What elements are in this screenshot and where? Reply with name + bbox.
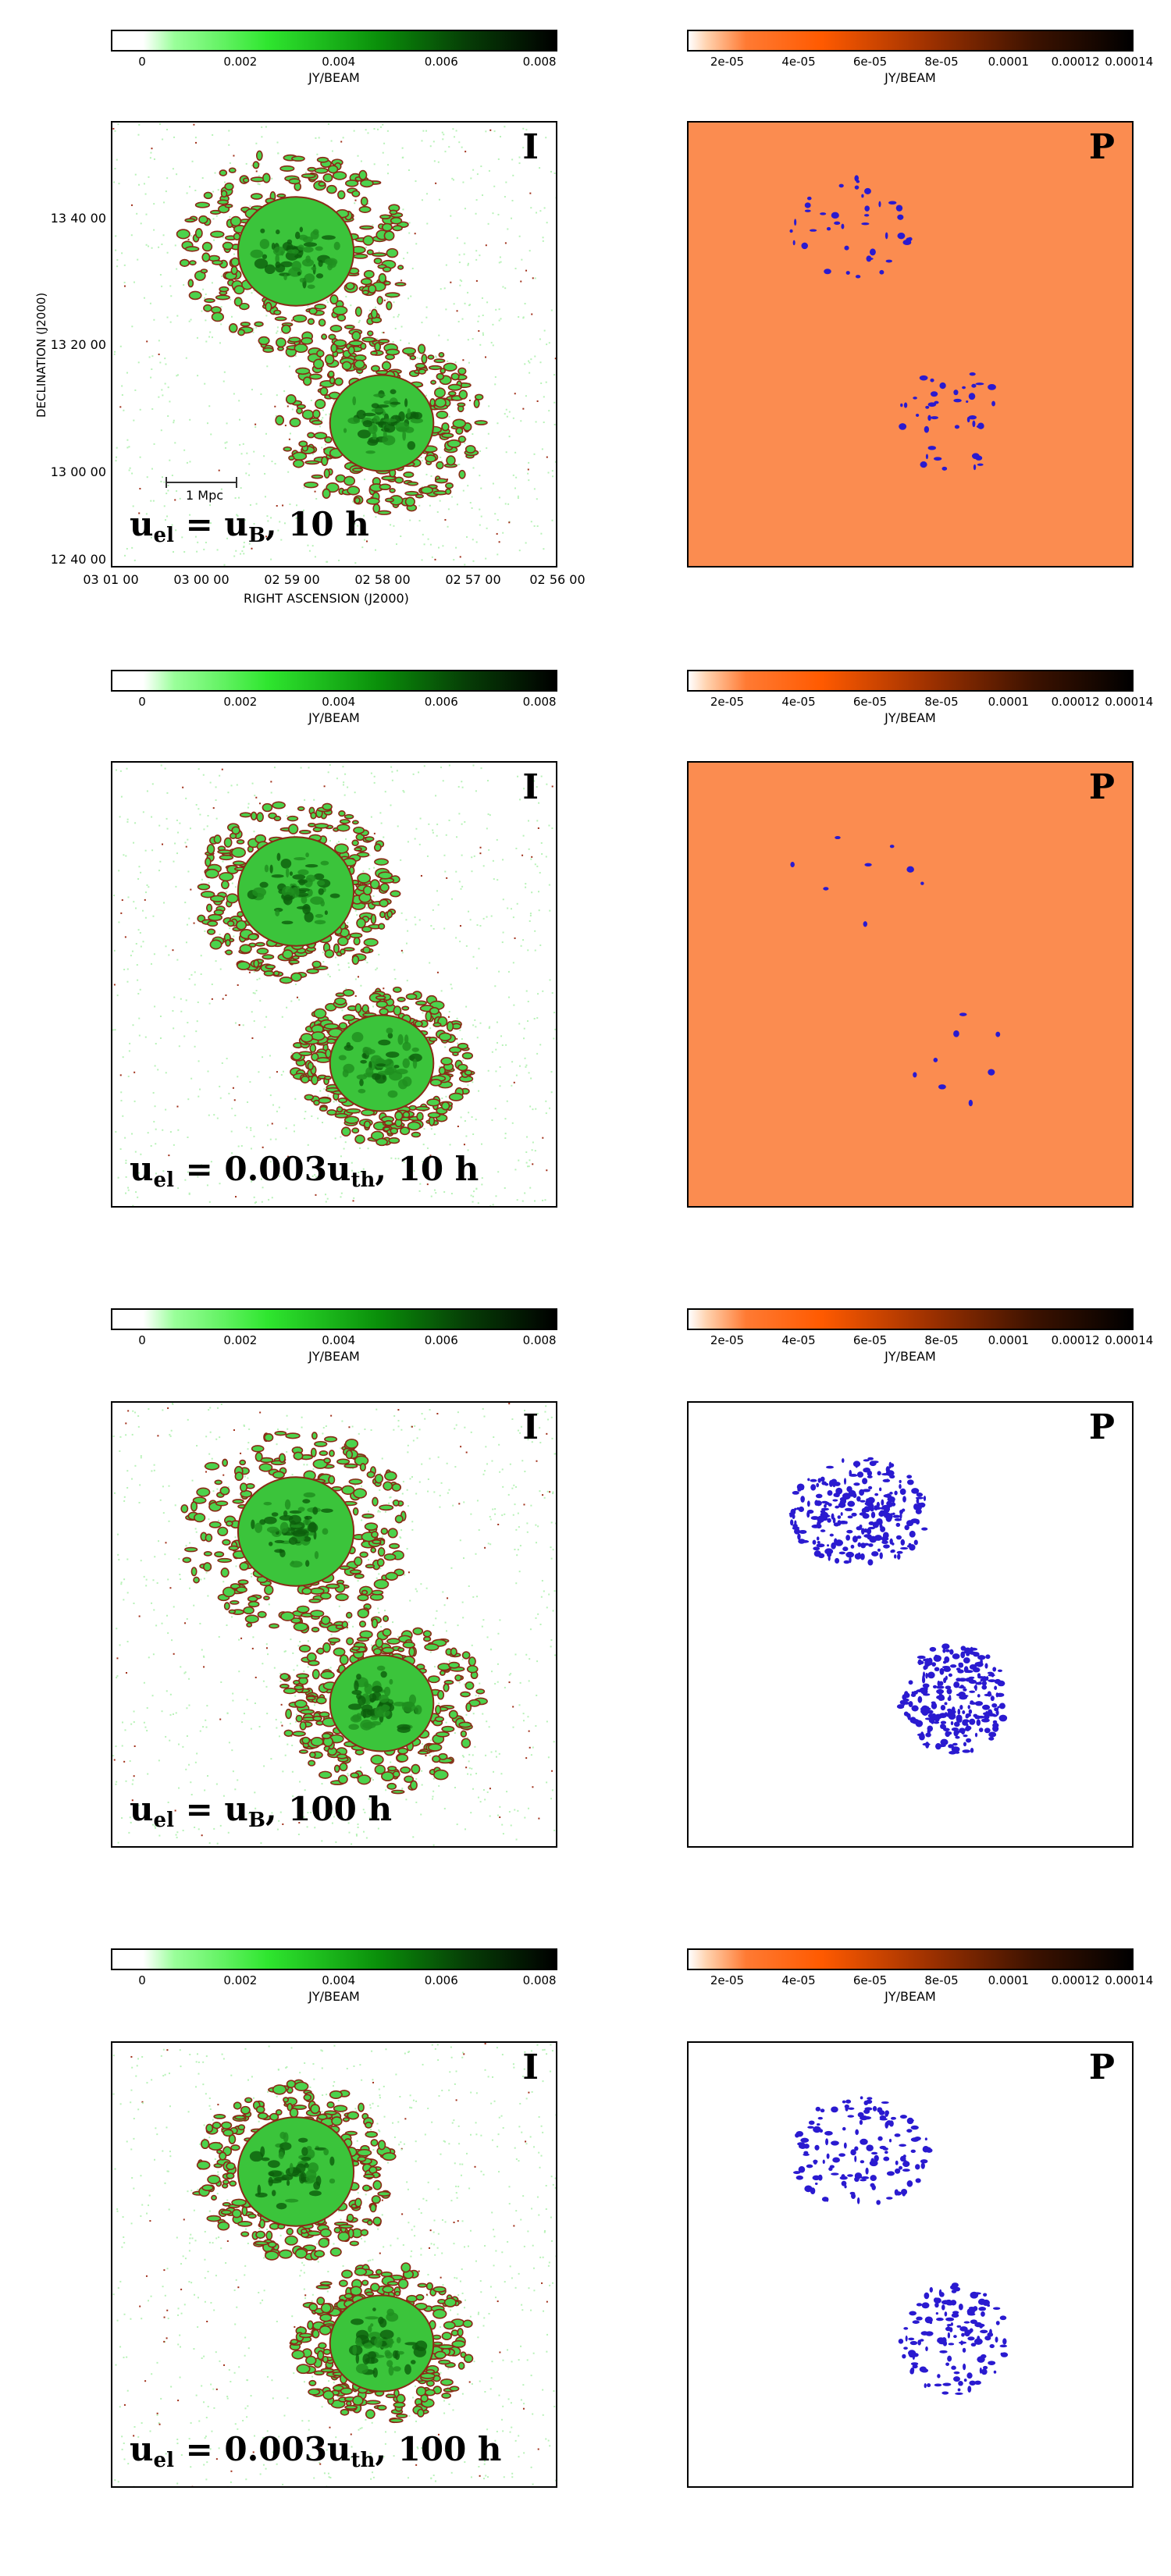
intensity-row1-colorbar-tick: 0.006 bbox=[424, 55, 458, 69]
polarization-row1-colorbar-tick: 2e-05 bbox=[710, 55, 745, 69]
polarization-row3-colorbar-unit-label: JY/BEAM bbox=[884, 1349, 936, 1364]
intensity-row4-colorbar-tick: 0.008 bbox=[522, 1973, 557, 1987]
polarization-row2-colorbar-tick: 6e-05 bbox=[852, 695, 888, 709]
polarization-map-row-3: P bbox=[687, 1401, 1134, 1848]
scale-bar bbox=[166, 477, 237, 488]
intensity-row3-colorbar-tick: 0.004 bbox=[322, 1333, 356, 1347]
right-ascension-tick-label: 03 01 00 bbox=[83, 572, 139, 587]
polarization-row4-colorbar-tick: 6e-05 bbox=[852, 1973, 888, 1987]
polarization-panel-label: P bbox=[1088, 767, 1115, 807]
declination-tick-label: 13 40 00 bbox=[50, 211, 106, 226]
right-ascension-tick-label: 02 57 00 bbox=[445, 572, 501, 587]
polarization-row3-colorbar-tick: 6e-05 bbox=[852, 1333, 888, 1347]
intensity-row2-colorbar-tick: 0.006 bbox=[424, 695, 458, 709]
right-ascension-tick-label: 02 56 00 bbox=[529, 572, 586, 587]
intensity-row1-colorbar-tick: 0.004 bbox=[322, 55, 356, 69]
polarization-row2-colorbar-tick: 0.00012 bbox=[1051, 695, 1100, 709]
right-ascension-axis-label: RIGHT ASCENSION (J2000) bbox=[244, 591, 409, 606]
polarization-map-row-4: P bbox=[687, 2041, 1134, 2488]
polarization-row3-colorbar-tick: 2e-05 bbox=[710, 1333, 745, 1347]
intensity-row4-colorbar-tick: 0 bbox=[138, 1973, 146, 1987]
caption-row-2: uel = 0.003uth, 10 h bbox=[130, 1150, 479, 1192]
right-ascension-tick-label: 02 58 00 bbox=[354, 572, 411, 587]
polarization-row2-colorbar-tick: 8e-05 bbox=[924, 695, 959, 709]
polarization-row1-colorbar-tick: 4e-05 bbox=[781, 55, 816, 69]
polarization-row2-colorbar-unit-label: JY/BEAM bbox=[884, 710, 936, 725]
polarization-map-row-1: P bbox=[687, 121, 1134, 568]
polarization-row2-colorbar-tick: 0.00014 bbox=[1105, 695, 1154, 709]
polarization-row1-colorbar-tick: 0.00014 bbox=[1105, 55, 1154, 69]
polarization-row4-colorbar-tick: 0.0001 bbox=[988, 1973, 1030, 1987]
caption-row-4: uel = 0.003uth, 100 h bbox=[130, 2430, 502, 2472]
intensity-row4-colorbar-unit-label: JY/BEAM bbox=[308, 1989, 360, 2004]
polarization-row1-colorbar-tick: 0.00012 bbox=[1051, 55, 1100, 69]
intensity-row1-colorbar bbox=[111, 30, 557, 52]
polarization-row4-colorbar-tick: 4e-05 bbox=[781, 1973, 816, 1987]
intensity-row1-colorbar-tick: 0 bbox=[138, 55, 146, 69]
declination-tick-label: 13 20 00 bbox=[50, 337, 106, 352]
polarization-row4-colorbar-tick: 0.00014 bbox=[1105, 1973, 1154, 1987]
polarization-row2-colorbar-tick: 2e-05 bbox=[710, 695, 745, 709]
caption-row-1: uel = uB, 10 h bbox=[130, 505, 369, 547]
polarization-map-row-2: P bbox=[687, 761, 1134, 1208]
polarization-row2-colorbar bbox=[687, 670, 1134, 692]
intensity-row4-colorbar bbox=[111, 1948, 557, 1970]
intensity-panel-label: I bbox=[522, 1407, 539, 1447]
polarization-row3-colorbar bbox=[687, 1308, 1134, 1330]
right-ascension-tick-label: 03 00 00 bbox=[173, 572, 230, 587]
polarization-row1-colorbar-tick: 6e-05 bbox=[852, 55, 888, 69]
intensity-row2-colorbar-tick: 0.004 bbox=[322, 695, 356, 709]
polarization-row1-colorbar-tick: 8e-05 bbox=[924, 55, 959, 69]
polarization-row4-colorbar bbox=[687, 1948, 1134, 1970]
declination-axis-label: DECLINATION (J2000) bbox=[34, 292, 48, 418]
polarization-row4-colorbar-unit-label: JY/BEAM bbox=[884, 1989, 936, 2004]
intensity-row2-colorbar bbox=[111, 670, 557, 692]
polarization-row3-colorbar-tick: 0.0001 bbox=[988, 1333, 1030, 1347]
declination-tick-label: 13 00 00 bbox=[50, 464, 106, 479]
intensity-row4-colorbar-tick: 0.006 bbox=[424, 1973, 458, 1987]
intensity-row1-colorbar-tick: 0.002 bbox=[223, 55, 258, 69]
right-ascension-tick-label: 02 59 00 bbox=[264, 572, 320, 587]
polarization-panel-label: P bbox=[1088, 127, 1115, 167]
intensity-panel-label: I bbox=[522, 767, 539, 807]
intensity-panel-label: I bbox=[522, 2048, 539, 2087]
intensity-row2-colorbar-tick: 0.002 bbox=[223, 695, 258, 709]
polarization-row1-colorbar-unit-label: JY/BEAM bbox=[884, 70, 936, 85]
intensity-row3-colorbar-tick: 0.008 bbox=[522, 1333, 557, 1347]
intensity-panel-label: I bbox=[522, 127, 539, 167]
polarization-row1-colorbar-tick: 0.0001 bbox=[988, 55, 1030, 69]
polarization-row3-colorbar-tick: 0.00012 bbox=[1051, 1333, 1100, 1347]
polarization-panel-label: P bbox=[1088, 2048, 1115, 2087]
polarization-row2-colorbar-tick: 4e-05 bbox=[781, 695, 816, 709]
intensity-row1-colorbar-tick: 0.008 bbox=[522, 55, 557, 69]
intensity-row3-colorbar-tick: 0 bbox=[138, 1333, 146, 1347]
polarization-row2-colorbar-tick: 0.0001 bbox=[988, 695, 1030, 709]
scale-bar-label: 1 Mpc bbox=[186, 488, 224, 503]
polarization-row4-colorbar-tick: 0.00012 bbox=[1051, 1973, 1100, 1987]
intensity-row2-colorbar-tick: 0 bbox=[138, 695, 146, 709]
intensity-row3-colorbar-tick: 0.006 bbox=[424, 1333, 458, 1347]
polarization-row3-colorbar-tick: 8e-05 bbox=[924, 1333, 959, 1347]
polarization-panel-label: P bbox=[1088, 1407, 1115, 1447]
intensity-row4-colorbar-tick: 0.002 bbox=[223, 1973, 258, 1987]
intensity-row3-colorbar-unit-label: JY/BEAM bbox=[308, 1349, 360, 1364]
intensity-row3-colorbar-tick: 0.002 bbox=[223, 1333, 258, 1347]
polarization-row1-colorbar bbox=[687, 30, 1134, 52]
intensity-row2-colorbar-unit-label: JY/BEAM bbox=[308, 710, 360, 725]
intensity-row4-colorbar-tick: 0.004 bbox=[322, 1973, 356, 1987]
polarization-row3-colorbar-tick: 0.00014 bbox=[1105, 1333, 1154, 1347]
caption-row-3: uel = uB, 100 h bbox=[130, 1790, 393, 1832]
intensity-row3-colorbar bbox=[111, 1308, 557, 1330]
declination-tick-label: 12 40 00 bbox=[50, 552, 106, 567]
intensity-row1-colorbar-unit-label: JY/BEAM bbox=[308, 70, 360, 85]
intensity-row2-colorbar-tick: 0.008 bbox=[522, 695, 557, 709]
polarization-row4-colorbar-tick: 2e-05 bbox=[710, 1973, 745, 1987]
polarization-row3-colorbar-tick: 4e-05 bbox=[781, 1333, 816, 1347]
polarization-row4-colorbar-tick: 8e-05 bbox=[924, 1973, 959, 1987]
